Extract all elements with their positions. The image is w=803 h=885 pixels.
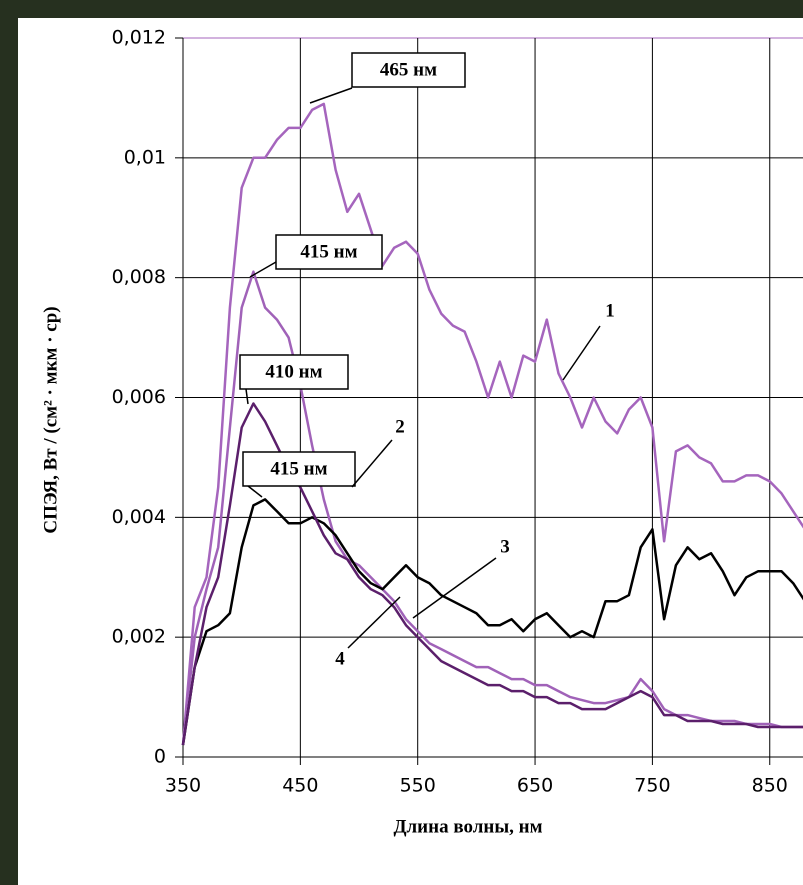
x-axis-label: Длина волны, нм <box>393 816 542 837</box>
x-tick-label: 750 <box>634 775 670 797</box>
chart: 0 0,002 0,004 0,006 0,008 0,01 0,012 350 450 550 6… <box>0 0 803 885</box>
callout-text: 415 нм <box>270 458 327 479</box>
curve-label: 1 <box>605 300 615 321</box>
callout-text: 465 нм <box>380 59 437 80</box>
x-tick-label: 550 <box>400 775 436 797</box>
x-tick-label: 450 <box>282 775 318 797</box>
x-tick-label: 650 <box>517 775 553 797</box>
y-tick-label: 0,012 <box>112 27 166 49</box>
x-tick-label: 350 <box>165 775 201 797</box>
y-tick-label: 0,01 <box>124 146 166 168</box>
curve-label: 2 <box>395 416 405 437</box>
callout-text: 410 нм <box>265 361 322 382</box>
curve-label: 4 <box>335 648 345 669</box>
y-tick-label: 0,006 <box>112 386 166 408</box>
page: {"chart_data": { "type": "line", "x_labe… <box>0 0 803 885</box>
curve-label: 3 <box>500 536 510 557</box>
callout-text: 415 нм <box>300 241 357 262</box>
y-tick-label: 0,004 <box>112 506 166 528</box>
y-tick-label: 0,008 <box>112 266 166 288</box>
y-tick-label: 0,002 <box>112 626 166 648</box>
y-axis-label: СПЭЯ, Вт / (см² · мкм · ср) <box>40 306 61 533</box>
y-tick-label: 0 <box>154 746 166 768</box>
x-tick-label: 850 <box>752 775 788 797</box>
